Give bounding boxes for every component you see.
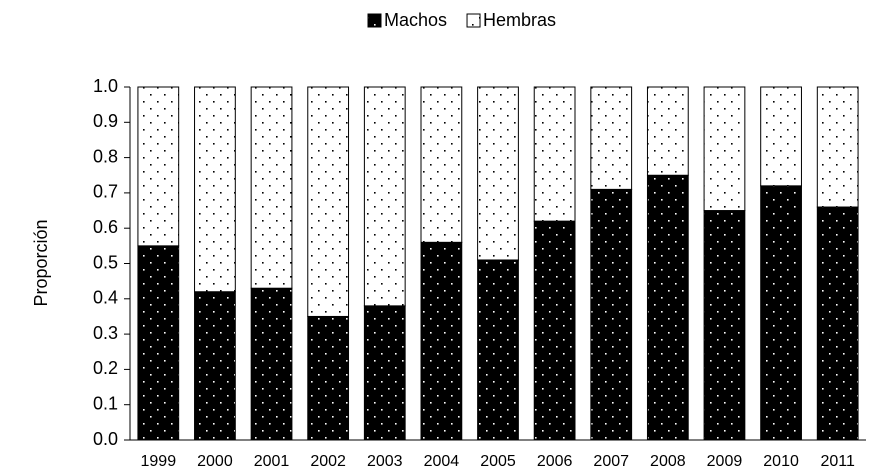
bar-segment [533, 86, 576, 222]
bar-segment [646, 86, 689, 176]
bar-segment [703, 86, 746, 212]
bar-segment [646, 174, 689, 441]
bar-segment [590, 188, 633, 441]
bar-segment [363, 86, 406, 307]
bar-segment [816, 86, 859, 208]
y-tick-label: 1.0 [93, 76, 118, 96]
x-tick-label: 2000 [197, 453, 233, 470]
legend-label: Machos [384, 10, 447, 30]
x-tick-label: 2004 [424, 453, 460, 470]
y-axis-label: Proporción [31, 219, 51, 306]
x-tick-label: 2005 [480, 453, 516, 470]
bar-segment [760, 185, 802, 441]
y-tick-label: 0.2 [93, 358, 118, 378]
x-tick-label: 2002 [310, 453, 346, 470]
bar-segment [194, 291, 236, 441]
y-tick-label: 0.1 [93, 393, 118, 413]
x-tick-label: 2008 [650, 453, 686, 470]
bar-segment [137, 86, 180, 247]
x-tick-label: 2001 [254, 453, 290, 470]
bar-segment [477, 86, 519, 261]
y-tick-label: 0.3 [93, 323, 118, 343]
bar-segment [703, 210, 746, 441]
x-tick-label: 2011 [820, 453, 855, 470]
bar-segment [307, 315, 350, 441]
bar-segment [420, 86, 463, 243]
x-tick-label: 1999 [141, 453, 177, 470]
x-tick-label: 2009 [707, 453, 743, 470]
bar-segment [533, 220, 576, 441]
legend-swatch [367, 13, 382, 28]
y-tick-label: 0.5 [93, 252, 118, 272]
y-tick-label: 0.9 [93, 111, 118, 131]
bar-segment [137, 245, 180, 441]
x-tick-label: 2003 [367, 453, 403, 470]
bar-segment [477, 259, 519, 441]
bar-segment [250, 287, 293, 441]
y-tick-label: 0.4 [93, 288, 118, 308]
bar-segment [420, 241, 463, 441]
bar-segment [363, 305, 406, 441]
bar-segment [590, 86, 633, 190]
y-tick-label: 0.7 [93, 182, 118, 202]
legend-label: Hembras [483, 10, 556, 30]
bar-segment [194, 86, 236, 293]
bar-segment [307, 86, 350, 317]
y-tick-label: 0.6 [93, 217, 118, 237]
y-tick-label: 0.0 [93, 429, 118, 449]
legend-swatch [466, 13, 481, 28]
bar-segment [816, 206, 859, 441]
y-tick-label: 0.8 [93, 146, 118, 166]
bar-segment [250, 86, 293, 289]
x-tick-label: 2007 [593, 453, 629, 470]
bar-segment [760, 86, 802, 187]
x-tick-label: 2006 [537, 453, 573, 470]
x-tick-label: 2010 [763, 453, 799, 470]
